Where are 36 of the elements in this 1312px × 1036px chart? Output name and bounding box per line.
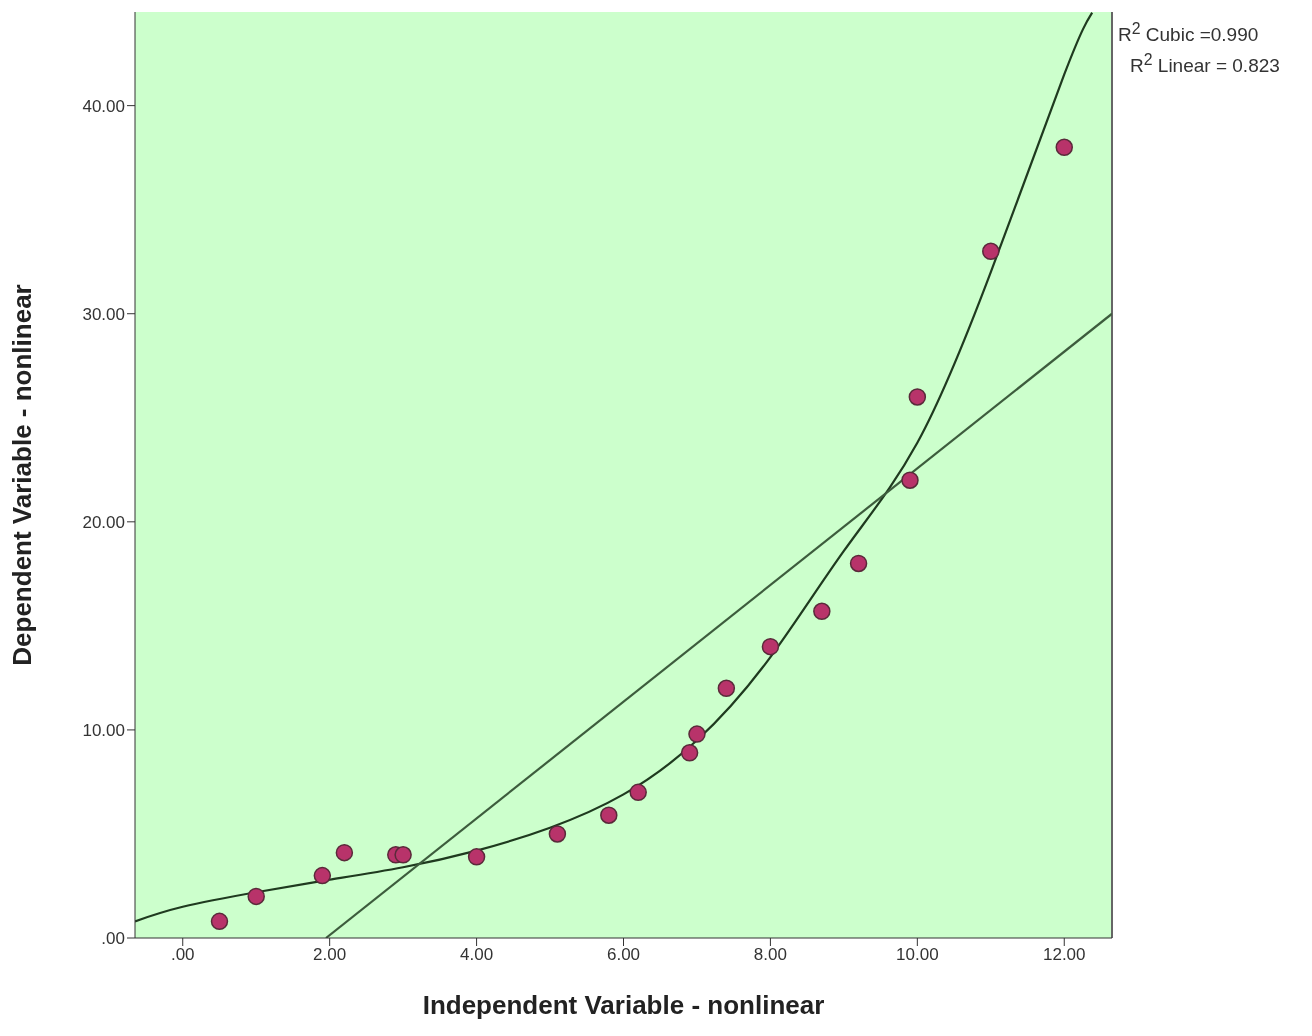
point: [908, 388, 927, 406]
x-tick-label: 12.00: [1042, 945, 1086, 965]
y-tick-label: 10.00: [82, 720, 125, 740]
y-tick-label: .00: [101, 929, 125, 949]
point: [680, 744, 699, 762]
point: [717, 679, 736, 698]
point: [600, 806, 618, 824]
point: [247, 887, 265, 906]
point: [849, 554, 868, 573]
y-tick-label: 30.00: [82, 304, 125, 324]
x-tick-label: 8.00: [753, 945, 787, 965]
text: R$^{2}$ Cubic =0.990: [1118, 20, 1259, 47]
point: [210, 912, 229, 931]
x-axis-title: Independent Variable - nonlinear: [422, 990, 825, 1020]
point: [548, 825, 567, 843]
point: [901, 471, 919, 489]
x-tick-label: 10.00: [896, 945, 939, 965]
point: [313, 866, 332, 885]
x-tick-label: .00: [170, 945, 195, 965]
y-axis-title: Dependent Variable - nonlinear: [7, 284, 38, 666]
point: [688, 725, 706, 743]
x-tick-label: 4.00: [460, 945, 494, 965]
point: [1055, 138, 1073, 157]
point: [761, 637, 780, 656]
line-series: [135, 12, 1094, 923]
y-tick-label: 20.00: [82, 512, 125, 532]
y-tick-label: 40.00: [82, 96, 125, 116]
point: [467, 848, 486, 866]
point: [813, 602, 831, 621]
text: R$^{2}$ Linear = 0.823: [1130, 51, 1280, 78]
point: [335, 843, 354, 862]
point: [982, 242, 1000, 261]
x-tick-label: 6.00: [606, 945, 641, 965]
point: [629, 783, 647, 802]
x-tick-label: 2.00: [313, 945, 347, 965]
point: [394, 846, 412, 864]
